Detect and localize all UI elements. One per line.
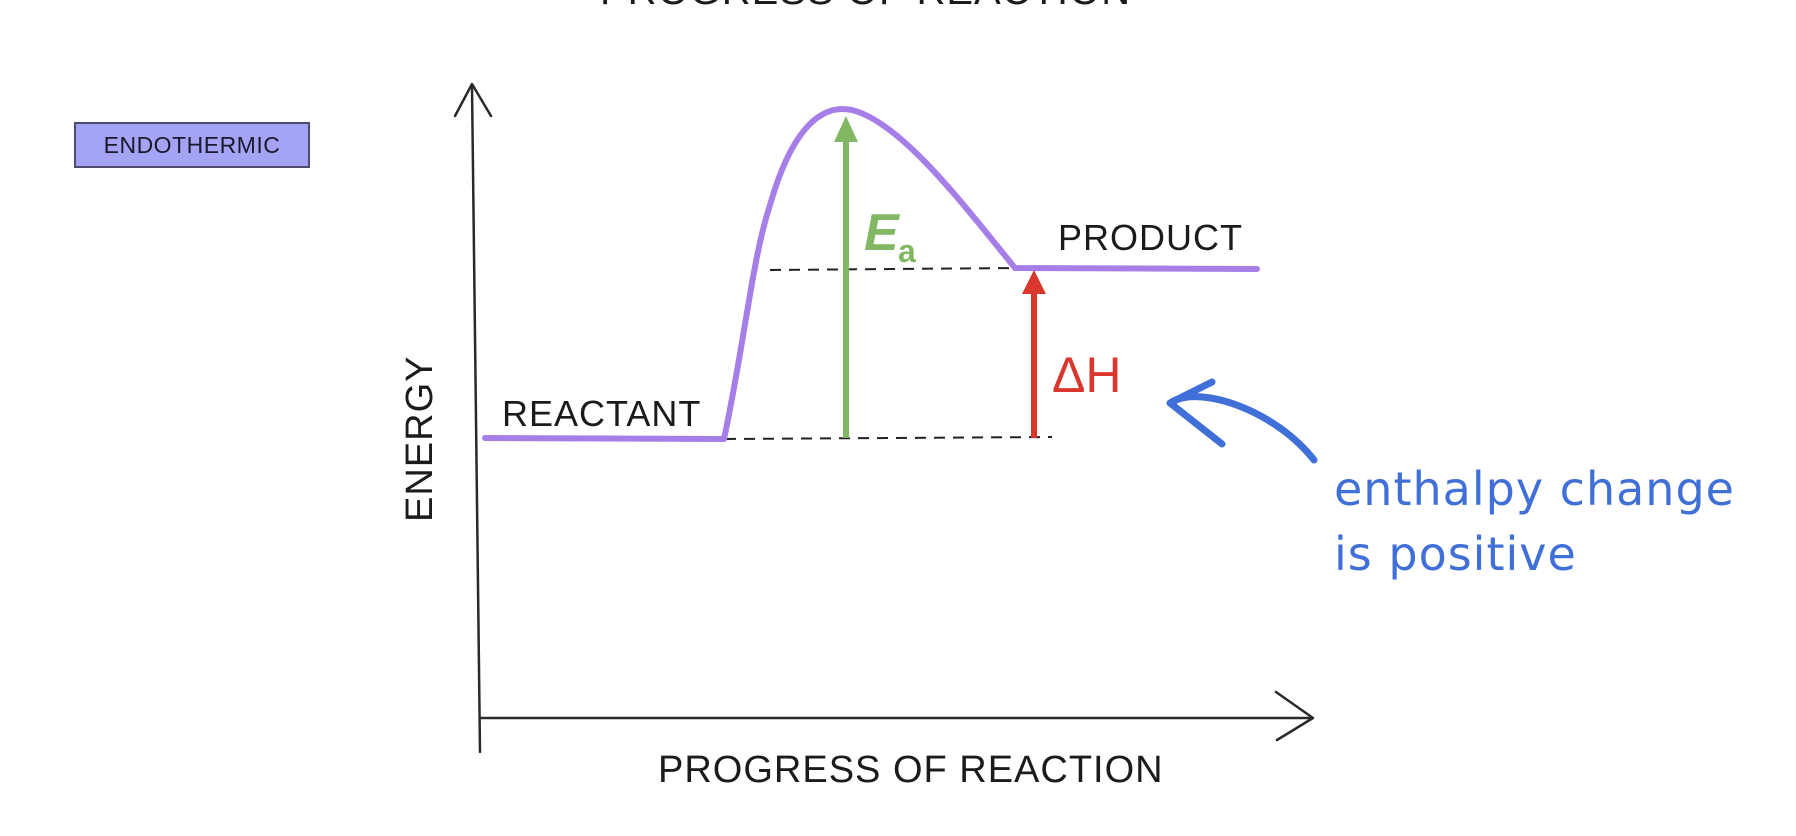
y-axis-line <box>470 84 482 754</box>
product-dashed-line <box>769 267 1019 271</box>
energy-curve <box>482 106 1260 442</box>
annotation-line-1: enthalpy change <box>1334 462 1735 516</box>
annotation-line-2: is positive <box>1334 527 1577 581</box>
annotation-pointer-arrow <box>1168 393 1318 464</box>
reactant-label: REACTANT <box>502 393 701 434</box>
y-axis-label: ENERGY <box>399 356 441 522</box>
x-axis-arrowhead <box>1274 690 1315 742</box>
y-axis-arrowhead <box>453 82 493 118</box>
annotation-pointer-arrowhead <box>1166 378 1226 448</box>
endothermic-badge-label: ENDOTHERMIC <box>103 131 281 158</box>
top-heading-partial: PROGRESS OF REACTION <box>600 0 1131 13</box>
endothermic-badge: ENDOTHERMIC <box>74 122 310 168</box>
reactant-dashed-line <box>724 436 1053 440</box>
activation-energy-subscript: a <box>898 233 916 269</box>
x-axis-label: PROGRESS OF REACTION <box>658 749 1164 791</box>
activation-energy-arrowhead <box>834 116 858 142</box>
enthalpy-symbol: ΔH <box>1052 347 1122 403</box>
activation-energy-symbol: E <box>864 204 900 262</box>
product-label: PRODUCT <box>1058 217 1243 258</box>
enthalpy-arrowhead <box>1022 270 1046 294</box>
